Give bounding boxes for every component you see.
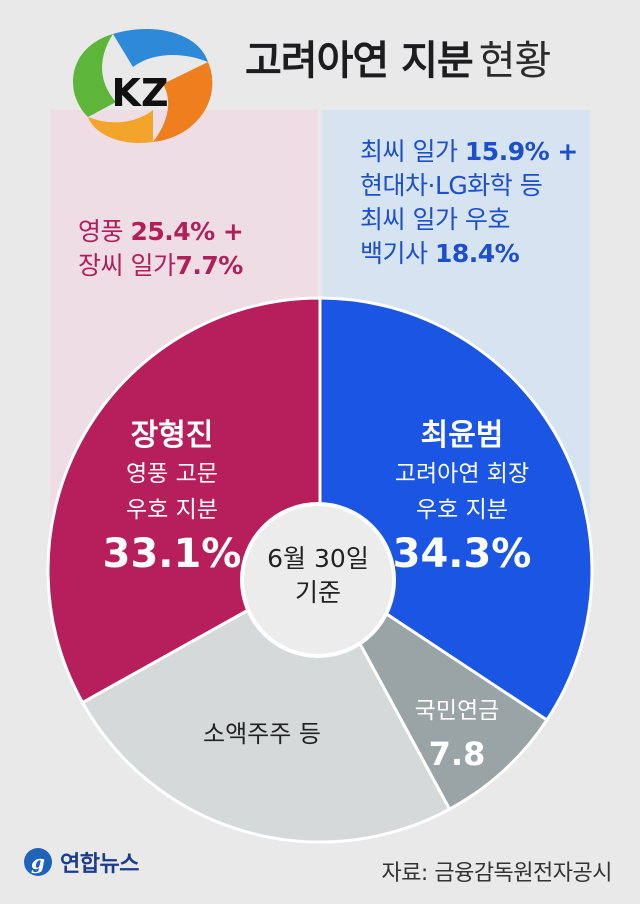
- right-line2: 현대차·LG화학 등: [360, 171, 543, 200]
- svg-text:g: g: [31, 850, 45, 874]
- svg-text:KZ: KZ: [112, 71, 169, 115]
- left-line2-num: 7.7%: [175, 251, 243, 280]
- slice-value-label: 7.8: [429, 735, 486, 773]
- title: 고려아연 지분 현황: [245, 28, 552, 86]
- left-panel-label: 영풍 25.4% + 장씨 일가7.7%: [78, 215, 244, 283]
- right-line1-num: 15.9% +: [464, 137, 578, 166]
- center-date-label: 6월 30일: [267, 544, 369, 573]
- right-line4-text: 백기사: [360, 239, 435, 268]
- slice-name-label: 장형진: [131, 418, 214, 453]
- right-line3: 최씨 일가 우호: [360, 205, 510, 234]
- center-basis-label: 기준: [295, 578, 341, 607]
- brand-logo: g 연합뉴스: [22, 846, 139, 878]
- slice-name-label: 우호 지분: [126, 497, 218, 523]
- slice-name-label: 최윤범: [421, 418, 504, 453]
- slice-name-label: 우호 지분: [416, 497, 508, 523]
- slice-name-label: 영풍 고문: [126, 461, 218, 487]
- title-main: 고려아연 지분: [245, 38, 474, 84]
- right-panel-label: 최씨 일가 15.9% + 현대차·LG화학 등 최씨 일가 우호 백기사 18…: [360, 135, 578, 271]
- kz-logo: KZ: [73, 29, 213, 143]
- left-line2-text: 장씨 일가: [78, 251, 176, 280]
- center-circle: [240, 502, 396, 658]
- title-sub: 현황: [478, 38, 552, 84]
- brand-name: 연합뉴스: [60, 852, 139, 877]
- slice-value-label: 33.1%: [103, 531, 242, 577]
- source-note: 자료: 금융감독원전자공시: [381, 861, 612, 886]
- brand-icon: g: [24, 848, 52, 876]
- right-line1-text: 최씨 일가: [360, 137, 465, 166]
- right-line4-num: 18.4%: [434, 239, 520, 268]
- left-line1-num: 25.4% +: [130, 217, 244, 246]
- pie-slice-3: [80, 567, 452, 844]
- slice-value-label: 34.3%: [393, 531, 532, 577]
- slice-name-label: 소액주주 등: [203, 720, 321, 748]
- left-line1-text: 영풍: [78, 217, 131, 246]
- slice-name-label: 국민연금: [415, 698, 500, 724]
- slice-name-label: 고려아연 회장: [395, 461, 529, 487]
